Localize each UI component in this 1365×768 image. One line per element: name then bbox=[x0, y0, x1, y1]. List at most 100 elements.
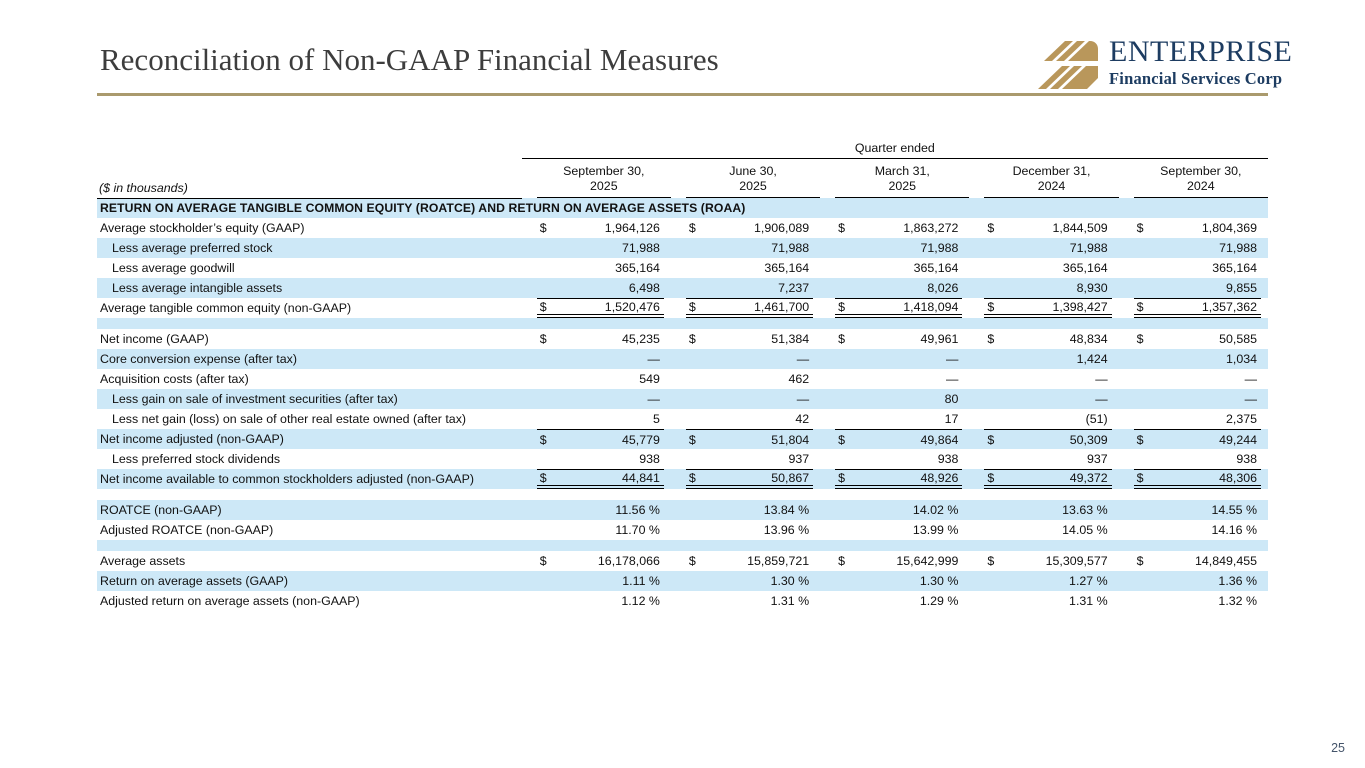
dollar-sign: $ bbox=[688, 432, 696, 447]
value-cell: 1.27 % bbox=[969, 571, 1118, 591]
value-cell: 8,026 bbox=[820, 278, 969, 298]
dollar-sign: $ bbox=[688, 299, 696, 314]
dollar-sign: $ bbox=[838, 332, 846, 346]
value: 14.05 % bbox=[1062, 523, 1108, 537]
value-cell: $48,306 bbox=[1119, 469, 1268, 489]
dollar-sign: $ bbox=[1136, 299, 1144, 314]
dollar-sign: $ bbox=[987, 432, 995, 447]
value-cell: 9,855 bbox=[1119, 278, 1268, 298]
value: 1,424 bbox=[1076, 352, 1108, 366]
value-cell: — bbox=[522, 349, 671, 369]
value-cell: $1,906,089 bbox=[671, 218, 820, 238]
value: 9,855 bbox=[1225, 281, 1257, 295]
column-header: June 30, 2025 bbox=[671, 159, 821, 198]
value: 45,235 bbox=[622, 332, 660, 346]
dollar-sign: $ bbox=[1136, 432, 1144, 447]
dollar-sign: $ bbox=[838, 554, 846, 568]
value: 2,375 bbox=[1225, 412, 1257, 426]
value: 48,306 bbox=[1219, 470, 1257, 485]
value-cell: $15,642,999 bbox=[820, 551, 969, 571]
value-cell: 1.31 % bbox=[969, 591, 1118, 611]
section-title: RETURN ON AVERAGE TANGIBLE COMMON EQUITY… bbox=[100, 201, 746, 216]
value-cell: 71,988 bbox=[820, 238, 969, 258]
value: 1.32 % bbox=[1218, 594, 1257, 608]
dollar-sign: $ bbox=[688, 554, 696, 568]
value-cell: — bbox=[522, 389, 671, 409]
value-cell: 938 bbox=[820, 449, 969, 469]
row-label: Return on average assets (GAAP) bbox=[100, 574, 289, 588]
value-cell: 1.12 % bbox=[522, 591, 671, 611]
value-cell: 365,164 bbox=[522, 258, 671, 278]
value-cell: 2,375 bbox=[1119, 409, 1268, 429]
value: 1.12 % bbox=[621, 594, 660, 608]
value: 13.96 % bbox=[763, 523, 810, 537]
page-title: Reconciliation of Non-GAAP Financial Mea… bbox=[100, 42, 719, 77]
value: 365,164 bbox=[615, 261, 660, 275]
value: — bbox=[946, 352, 959, 366]
value: 365,164 bbox=[764, 261, 810, 275]
value: 1,804,369 bbox=[1201, 221, 1257, 235]
value-cell: 11.56 % bbox=[522, 500, 671, 520]
value-cell: $49,372 bbox=[969, 469, 1118, 489]
value: 1,964,126 bbox=[604, 221, 660, 235]
value: 1.31 % bbox=[1069, 594, 1108, 608]
table-row: Adjusted return on average assets (non-G… bbox=[97, 591, 1268, 611]
dollar-sign: $ bbox=[688, 221, 696, 235]
spacer-cell bbox=[97, 318, 1268, 329]
table-row: Less average intangible assets 6,498 7,237… bbox=[97, 278, 1268, 298]
value: 14.16 % bbox=[1211, 523, 1257, 537]
dollar-sign: $ bbox=[1136, 554, 1144, 568]
dollar-sign: $ bbox=[987, 332, 995, 346]
table-row: Net income adjusted (non-GAAP) $45,779 $51… bbox=[97, 429, 1268, 449]
quarter-ended-row: Quarter ended bbox=[97, 137, 1268, 159]
value-cell: — bbox=[1119, 369, 1268, 389]
value: 17 bbox=[944, 412, 959, 426]
value-cell: $48,834 bbox=[969, 329, 1118, 349]
logo-company-name: ENTERPRISE bbox=[1109, 35, 1293, 68]
dollar-sign: $ bbox=[539, 221, 547, 235]
value-cell: 13.84 % bbox=[671, 500, 820, 520]
value-cell: 7,237 bbox=[671, 278, 820, 298]
row-label: Average stockholder’s equity (GAAP) bbox=[100, 221, 305, 235]
dollar-sign: $ bbox=[688, 470, 696, 485]
table-row: Adjusted ROATCE (non-GAAP) 11.70 % 13.96 %… bbox=[97, 520, 1268, 540]
value: 1,844,509 bbox=[1052, 221, 1108, 235]
value-cell: 5 bbox=[522, 409, 671, 429]
value: — bbox=[1095, 392, 1108, 406]
table-row: Return on average assets (GAAP) 1.11 % 1.3… bbox=[97, 571, 1268, 591]
value-cell: 1.30 % bbox=[820, 571, 969, 591]
dollar-sign: $ bbox=[987, 470, 995, 485]
value-cell: 1.31 % bbox=[671, 591, 820, 611]
column-header: March 31, 2025 bbox=[820, 159, 970, 198]
value: 71,988 bbox=[1069, 241, 1108, 255]
column-header-row: ($ in thousands) September 30, 2025 June 3… bbox=[97, 158, 1268, 199]
value-cell: 938 bbox=[522, 449, 671, 469]
value-cell: $1,804,369 bbox=[1119, 218, 1268, 238]
value: — bbox=[796, 392, 810, 406]
value: 938 bbox=[937, 452, 959, 466]
dollar-sign: $ bbox=[1136, 470, 1144, 485]
value-cell: $1,520,476 bbox=[522, 298, 671, 318]
value-cell: $50,585 bbox=[1119, 329, 1268, 349]
value-cell: 71,988 bbox=[1119, 238, 1268, 258]
value-cell: $15,859,721 bbox=[671, 551, 820, 571]
value-cell: $45,779 bbox=[522, 429, 671, 449]
row-label: Net income adjusted (non-GAAP) bbox=[100, 432, 284, 446]
value: 549 bbox=[639, 372, 660, 386]
company-logo: ENTERPRISE Financial Services Corp bbox=[1038, 37, 1292, 93]
row-label: Core conversion expense (after tax) bbox=[100, 352, 297, 366]
value: — bbox=[946, 372, 959, 386]
value-cell: $49,961 bbox=[820, 329, 969, 349]
table-row: Average tangible common equity (non-GAAP… bbox=[97, 298, 1268, 318]
value-cell: 938 bbox=[1119, 449, 1268, 469]
value: 5 bbox=[653, 412, 660, 426]
row-label: Less gain on sale of investment securiti… bbox=[112, 392, 398, 406]
value-cell: 1.32 % bbox=[1119, 591, 1268, 611]
spacer-row bbox=[97, 318, 1268, 329]
table-row: Less average preferred stock 71,988 71,988… bbox=[97, 238, 1268, 258]
value: 49,244 bbox=[1219, 432, 1257, 447]
dollar-sign: $ bbox=[539, 432, 547, 447]
spacer-cell bbox=[97, 489, 1268, 500]
table-row: Less net gain (loss) on sale of other re… bbox=[97, 409, 1268, 429]
